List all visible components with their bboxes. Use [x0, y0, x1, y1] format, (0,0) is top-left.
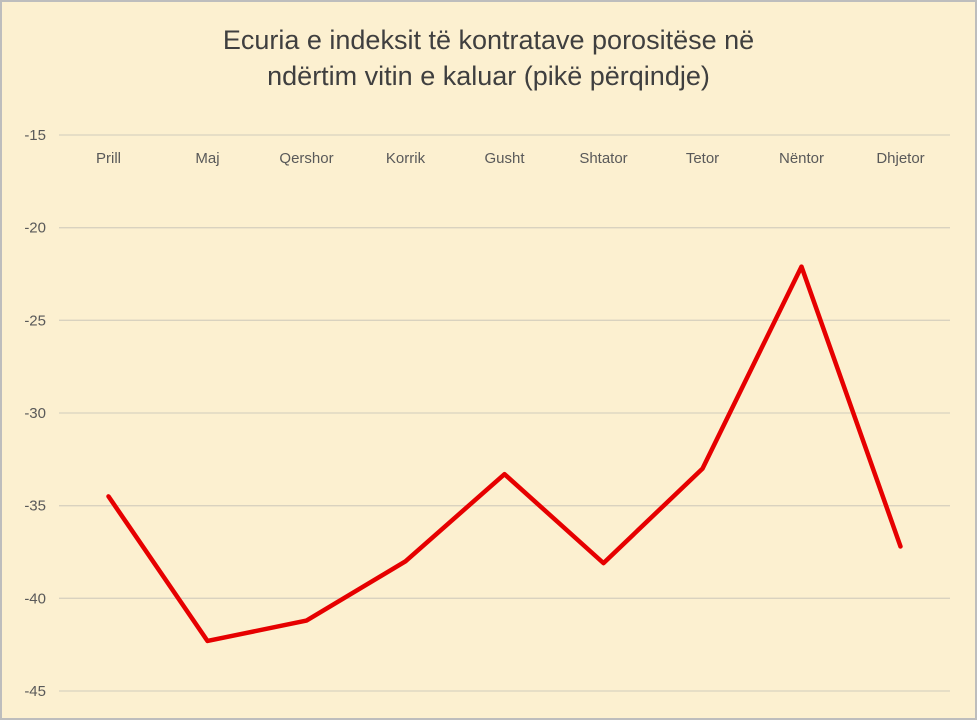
- y-axis-tick-label: -35: [24, 498, 46, 515]
- chart-title: Ecuria e indeksit të kontratave porositë…: [2, 22, 975, 95]
- x-axis-category-label: Prill: [96, 150, 121, 167]
- x-axis-category-label: Korrik: [386, 150, 426, 167]
- chart-title-line-2: ndërtim vitin e kaluar (pikë përqindje): [267, 61, 710, 92]
- y-axis-tick-label: -40: [24, 590, 46, 607]
- y-axis-tick-label: -20: [24, 220, 46, 237]
- y-axis-tick-label: -30: [24, 405, 46, 422]
- chart-title-line-1: Ecuria e indeksit të kontratave porositë…: [222, 25, 755, 55]
- x-axis-category-label: Shtator: [579, 150, 627, 167]
- x-axis-category-label: Gusht: [484, 150, 525, 167]
- y-axis-tick-label: -45: [24, 683, 46, 700]
- x-axis-category-label: Nëntor: [779, 150, 824, 167]
- y-axis-tick-label: -25: [24, 312, 46, 329]
- y-axis-tick-label: -15: [24, 127, 46, 144]
- x-axis-category-label: Maj: [195, 150, 219, 167]
- x-axis-category-label: Qershor: [279, 150, 333, 167]
- x-axis-category-label: Tetor: [686, 150, 719, 167]
- x-axis-category-label: Dhjetor: [876, 150, 924, 167]
- series-line: [106, 264, 903, 644]
